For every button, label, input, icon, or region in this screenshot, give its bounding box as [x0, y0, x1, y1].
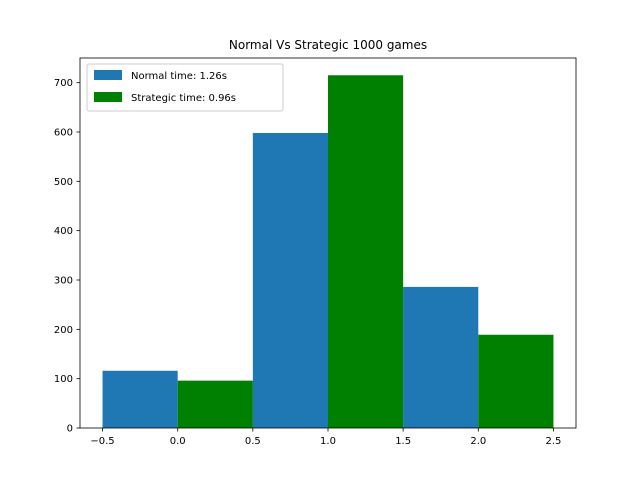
x-tick-label: −0.5	[90, 436, 114, 447]
ticks-layer: −0.5 0.0 0.5 1.0 1.5 2.0 2.5 0 100 200 300 400 500 60…	[54, 78, 562, 447]
y-tick-label: 200	[54, 325, 73, 336]
legend-swatch-normal	[94, 70, 122, 80]
legend-swatch-strategic	[94, 92, 122, 102]
x-tick-label: 2.5	[546, 436, 562, 447]
y-tick-label: 500	[54, 177, 73, 188]
y-tick-label: 700	[54, 78, 73, 89]
bar-normal-0	[102, 370, 178, 428]
legend-label-normal: Normal time: 1.26s	[131, 71, 227, 82]
y-tick-label: 300	[54, 276, 73, 287]
legend-box	[86, 63, 284, 112]
bar-strategic-2	[478, 334, 554, 428]
bar-strategic-0	[177, 380, 253, 428]
y-tick-label: 0	[67, 424, 73, 435]
x-tick-label: 0.0	[170, 436, 186, 447]
y-tick-label: 100	[54, 374, 73, 385]
bar-strategic-1	[328, 75, 404, 429]
x-tick-label: 0.5	[245, 436, 261, 447]
legend-label-strategic: Strategic time: 0.96s	[131, 93, 236, 104]
legend: Normal time: 1.26s Strategic time: 0.96s	[86, 63, 284, 112]
chart-title: Normal Vs Strategic 1000 games	[229, 38, 427, 52]
bar-normal-1	[252, 132, 328, 428]
x-tick-label: 1.0	[320, 436, 336, 447]
y-tick-label: 600	[54, 128, 73, 139]
x-tick-label: 1.5	[395, 436, 411, 447]
bar-normal-2	[403, 286, 479, 428]
bars-layer	[102, 75, 554, 429]
y-tick-label: 400	[54, 226, 73, 237]
x-tick-label: 2.0	[470, 436, 486, 447]
